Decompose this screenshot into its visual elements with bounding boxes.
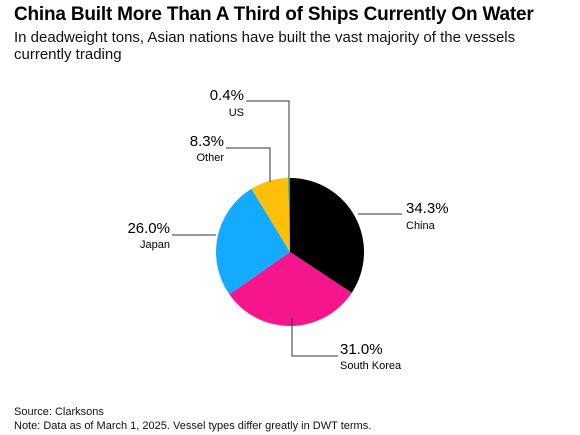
slice-label-china: 34.3% China	[358, 200, 449, 232]
pie-slice-south-korea	[229, 252, 352, 327]
pie-slice-us	[288, 178, 290, 252]
pie-slice-china	[290, 178, 365, 293]
slice-label-japan: 26.0% Japan	[127, 220, 216, 251]
chart-footer: Source: Clarksons Note: Data as of March…	[14, 405, 371, 433]
chart-title: China Built More Than A Third of Ships C…	[14, 4, 534, 25]
chart-subtitle: In deadweight tons, Asian nations have b…	[14, 29, 516, 63]
pie-slice-other	[251, 178, 290, 252]
slice-value-us: 0.4%	[210, 87, 244, 104]
slice-value-south-korea: 31.0%	[340, 341, 383, 358]
pie-slices	[216, 178, 365, 327]
source-note: Source: Clarksons	[14, 406, 104, 418]
slice-name-other: Other	[196, 152, 224, 164]
slice-name-south-korea: South Korea	[340, 360, 402, 372]
slice-name-japan: Japan	[140, 239, 170, 251]
slice-label-south-korea: 31.0% South Korea	[291, 318, 402, 372]
slice-value-japan: 26.0%	[127, 220, 170, 237]
leader-line-us	[246, 100, 290, 178]
leader-line-south-korea	[291, 318, 338, 357]
slice-value-china: 34.3%	[406, 200, 449, 217]
data-note: Note: Data as of March 1, 2025. Vessel t…	[14, 420, 372, 432]
pie-slice-japan	[216, 188, 290, 295]
slice-label-us: 0.4% US	[210, 87, 290, 178]
leader-line-other	[226, 147, 271, 182]
slice-label-other: 8.3% Other	[190, 133, 271, 182]
slice-name-china: China	[406, 220, 436, 232]
slice-name-us: US	[229, 107, 244, 119]
slice-value-other: 8.3%	[190, 133, 224, 150]
